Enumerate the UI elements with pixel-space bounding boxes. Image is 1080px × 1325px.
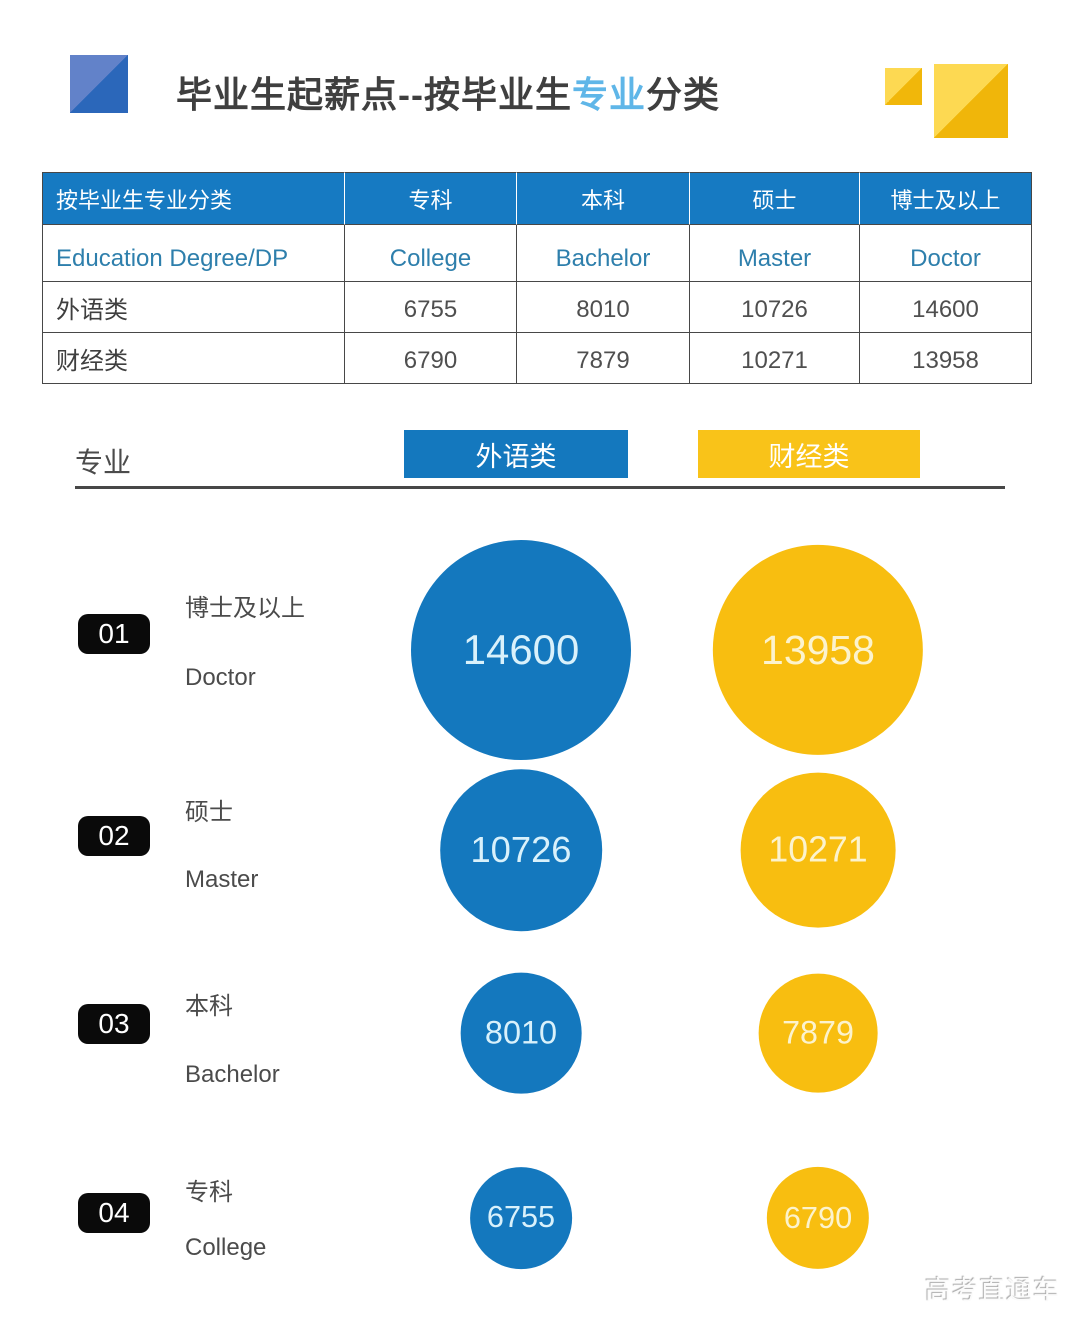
watermark: 高考直通车 — [924, 1275, 1060, 1305]
bubble-foreign-language-master: 10726 — [440, 769, 602, 931]
bubble-foreign-language-college: 6755 — [470, 1167, 572, 1269]
table-subheader-cell: College — [345, 225, 517, 282]
axis-label: 专业 — [75, 447, 132, 478]
degree-label-en: Bachelor — [185, 1061, 280, 1088]
table-header-cell: 本科 — [517, 172, 690, 225]
table-cell: 10271 — [690, 333, 860, 384]
rank-badge: 02 — [78, 816, 150, 856]
table-cell: 6790 — [345, 333, 517, 384]
title-suffix: 分类 — [646, 74, 721, 115]
salary-table: 按毕业生专业分类 专科 本科 硕士 博士及以上 Education Degree… — [42, 172, 1032, 384]
degree-label-en: Doctor — [185, 664, 256, 691]
legend-item-finance: 财经类 — [698, 430, 920, 478]
bubble-finance-master: 10271 — [740, 772, 896, 928]
table-header-cell: 专科 — [345, 172, 517, 225]
table-cell: 8010 — [517, 282, 690, 333]
row-label-cell: 财经类 — [42, 333, 345, 384]
table-row: 外语类 6755 8010 10726 14600 — [42, 282, 1032, 333]
title-prefix: 毕业生起薪点--按毕业生 — [176, 74, 572, 115]
row-label-cell: 外语类 — [42, 282, 345, 333]
degree-label-cn: 硕士 — [185, 799, 233, 826]
table-subheader-row: Education Degree/DP College Bachelor Mas… — [42, 225, 1032, 282]
bubble-foreign-language-doctor: 14600 — [411, 540, 631, 760]
table-header-cell: 硕士 — [690, 172, 860, 225]
degree-label-cn: 专科 — [185, 1179, 233, 1206]
table-cell: 7879 — [517, 333, 690, 384]
page-title: 毕业生起薪点--按毕业生专业分类 — [176, 66, 720, 118]
yellow-diagonal-square-large-icon — [934, 64, 1008, 138]
rank-badge: 04 — [78, 1193, 150, 1233]
table-row: 财经类 6790 7879 10271 13958 — [42, 333, 1032, 384]
table-subheader-cell: Master — [690, 225, 860, 282]
degree-label-en: Master — [185, 866, 259, 893]
legend-item-foreign-language: 外语类 — [404, 430, 628, 478]
bubble-finance-bachelor: 7879 — [758, 973, 878, 1093]
bubble-finance-doctor: 13958 — [712, 544, 924, 756]
table-cell: 13958 — [860, 333, 1032, 384]
table-subheader-cell: Bachelor — [517, 225, 690, 282]
table-header-row: 按毕业生专业分类 专科 本科 硕士 博士及以上 — [42, 172, 1032, 225]
table-header-cell: 按毕业生专业分类 — [42, 172, 345, 225]
yellow-diagonal-square-small-icon — [885, 68, 922, 105]
bubble-foreign-language-bachelor: 8010 — [460, 972, 582, 1094]
degree-label-cn: 本科 — [185, 993, 233, 1020]
title-highlight: 专业 — [571, 74, 646, 115]
table-cell: 10726 — [690, 282, 860, 333]
table-cell: 6755 — [345, 282, 517, 333]
degree-label-en: College — [185, 1234, 267, 1261]
table-subheader-cell: Education Degree/DP — [42, 225, 345, 282]
rank-badge: 01 — [78, 614, 150, 654]
rank-badge: 03 — [78, 1004, 150, 1044]
bubble-finance-college: 6790 — [766, 1166, 870, 1270]
table-header-cell: 博士及以上 — [860, 172, 1032, 225]
degree-label-cn: 博士及以上 — [185, 595, 305, 622]
blue-diagonal-square-icon — [70, 55, 128, 113]
table-cell: 14600 — [860, 282, 1032, 333]
horizontal-divider — [75, 486, 1005, 489]
table-subheader-cell: Doctor — [860, 225, 1032, 282]
